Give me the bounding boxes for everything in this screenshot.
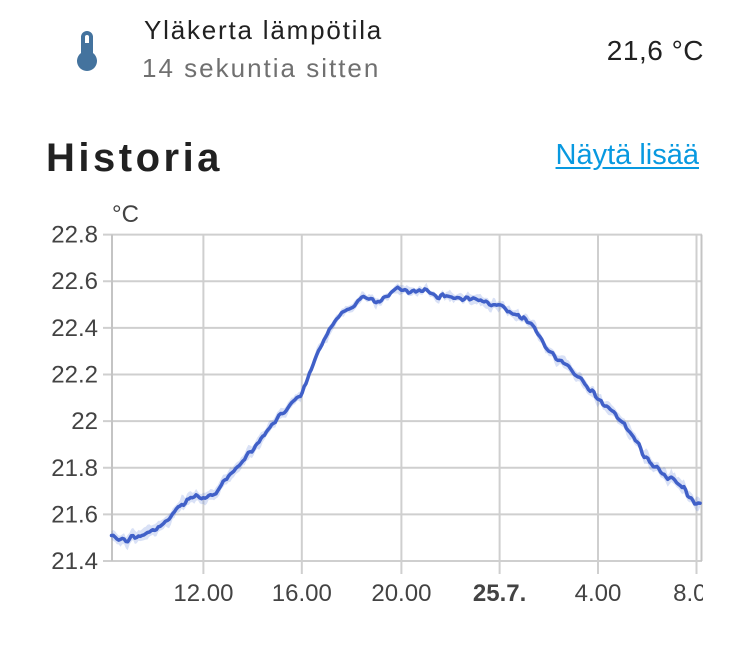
svg-text:25.7.: 25.7.	[473, 580, 526, 607]
svg-text:16.00: 16.00	[272, 580, 332, 607]
svg-text:22: 22	[71, 408, 98, 435]
svg-text:22.4: 22.4	[51, 315, 98, 342]
svg-text:22.2: 22.2	[51, 362, 98, 389]
svg-text:22.8: 22.8	[51, 222, 98, 249]
svg-text:21.8: 21.8	[51, 455, 98, 482]
svg-text:12.00: 12.00	[173, 580, 233, 607]
svg-text:8.00: 8.00	[673, 580, 720, 607]
svg-text:21.4: 21.4	[51, 548, 98, 575]
svg-text:21.6: 21.6	[51, 501, 98, 528]
svg-text:°C: °C	[112, 201, 139, 228]
svg-text:4.00: 4.00	[575, 580, 622, 607]
svg-text:22.6: 22.6	[51, 268, 98, 295]
svg-text:20.00: 20.00	[371, 580, 431, 607]
